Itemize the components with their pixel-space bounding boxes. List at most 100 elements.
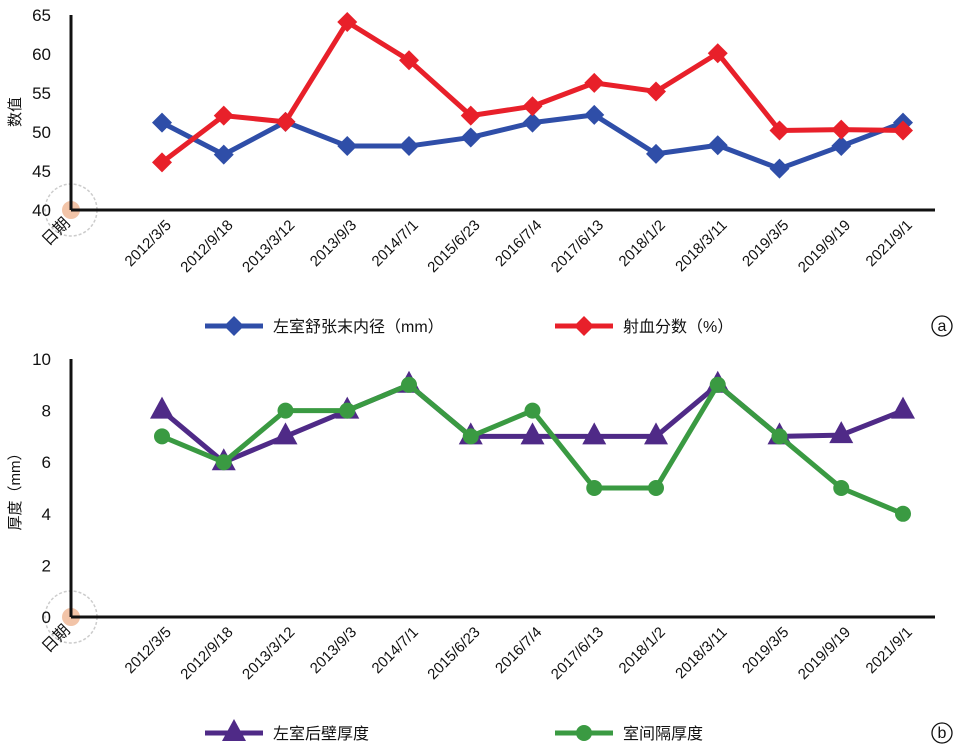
x-tick-label: 2014/7/1 (369, 217, 422, 270)
y-tick-label: 0 (42, 608, 51, 627)
data-point (399, 50, 419, 71)
data-point (215, 454, 232, 471)
x-tick-label: 2012/9/18 (177, 624, 236, 683)
data-point (707, 43, 728, 64)
data-point (150, 396, 174, 419)
x-tick-label: 2013/9/3 (307, 217, 360, 270)
legend-marker (574, 316, 594, 336)
legend-item: 室间隔厚度 (555, 725, 703, 743)
series-line (160, 19, 904, 165)
data-point (584, 72, 605, 93)
x-tick-label: 2012/3/5 (122, 624, 175, 677)
x-tick-label: 2019/3/5 (739, 624, 792, 677)
data-point (895, 505, 911, 522)
legend-label: 左室后壁厚度 (273, 724, 369, 743)
y-tick-label: 4 (42, 505, 51, 524)
y-tick-label: 45 (32, 162, 51, 181)
data-point (399, 136, 419, 157)
data-point (460, 127, 481, 148)
y-tick-label: 8 (42, 402, 51, 421)
data-point (524, 402, 541, 419)
data-point (337, 12, 358, 33)
x-tick-label: 2013/3/12 (239, 624, 298, 683)
legend-item: 左室舒张末内径（mm） (205, 316, 444, 336)
y-tick-label: 50 (32, 123, 51, 142)
legend-marker (224, 316, 244, 336)
x-tick-label: 2021/9/1 (863, 217, 916, 270)
data-point (339, 402, 356, 419)
data-point (277, 402, 294, 419)
data-point (152, 152, 172, 173)
panel-label: a (938, 318, 947, 335)
data-point (337, 136, 358, 157)
data-point (833, 480, 850, 496)
data-point (769, 120, 790, 141)
data-point (646, 143, 666, 164)
data-point (462, 428, 479, 445)
data-point (522, 112, 543, 133)
y-tick-label: 65 (32, 6, 51, 25)
x-tick-label: 2019/9/19 (795, 217, 854, 276)
data-point (460, 105, 481, 126)
x-tick-label: 2018/1/2 (616, 217, 669, 270)
x-tick-label: 2012/9/18 (177, 217, 236, 276)
data-point (648, 480, 664, 496)
data-point (275, 111, 296, 132)
data-point (707, 135, 728, 156)
data-point (213, 144, 234, 165)
x-tick-label: 2013/3/12 (239, 217, 298, 276)
data-point (769, 158, 790, 179)
x-tick-label: 2019/3/5 (739, 217, 792, 270)
data-point (582, 422, 607, 445)
legend-item: 射血分数（%） (555, 316, 733, 336)
data-point (771, 428, 788, 445)
x-tick-label: 2018/3/11 (672, 217, 730, 275)
data-point (154, 428, 170, 445)
data-point (586, 480, 603, 496)
data-point (152, 112, 172, 133)
panel-label: b (938, 725, 947, 742)
y-axis-label: 数值 (7, 97, 24, 127)
data-point (893, 120, 913, 141)
panel-label-circle (931, 722, 953, 744)
data-point (829, 421, 854, 444)
legend-label: 室间隔厚度 (623, 725, 703, 743)
x-tick-label: 2012/3/5 (122, 217, 175, 270)
x-tick-label: 2014/7/1 (369, 624, 422, 677)
y-tick-label: 2 (42, 556, 51, 575)
x-tick-label: 2015/6/23 (424, 624, 483, 683)
x-tick-label: 2019/9/19 (795, 624, 854, 683)
legend-label: 射血分数（%） (623, 318, 733, 336)
data-point (401, 376, 417, 393)
y-axis-label: 厚度（mm） (7, 446, 24, 531)
data-point (891, 396, 915, 419)
series-1 (154, 376, 911, 522)
data-point (522, 96, 543, 117)
y-tick-label: 60 (32, 45, 51, 64)
data-point (273, 422, 298, 445)
panel-label-circle (931, 315, 953, 337)
x-tick-label: 2017/6/13 (548, 624, 607, 683)
data-point (831, 119, 852, 140)
x-tick-label: 2021/9/1 (863, 624, 916, 677)
x-tick-label: 2015/6/23 (424, 217, 483, 276)
legend-marker (222, 719, 246, 741)
y-tick-label: 6 (42, 453, 51, 472)
x-tick-label: 2018/1/2 (616, 624, 669, 677)
data-point (646, 81, 666, 102)
x-tick-label: 2016/7/4 (492, 217, 545, 270)
y-tick-label: 55 (32, 84, 51, 103)
data-point (584, 104, 605, 125)
y-tick-label: 40 (32, 201, 51, 220)
legend-marker (576, 725, 592, 741)
y-tick-label: 10 (32, 350, 51, 369)
data-point (520, 422, 545, 445)
legend-label: 左室舒张末内径（mm） (273, 318, 444, 336)
x-tick-label: 2016/7/4 (492, 624, 545, 677)
data-point (709, 376, 726, 393)
data-point (644, 422, 668, 445)
x-tick-label: 2018/3/11 (672, 624, 730, 682)
